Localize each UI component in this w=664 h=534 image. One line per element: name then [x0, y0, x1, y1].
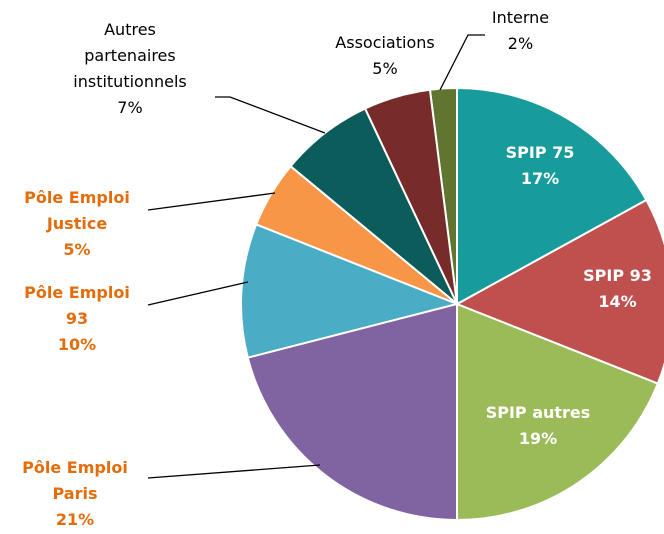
value-label: 2%	[507, 34, 534, 53]
leader-line	[215, 96, 326, 134]
value-label: 10%	[57, 335, 97, 354]
slice-label: Associations 5%	[325, 30, 445, 82]
value-label: 19%	[518, 429, 558, 448]
value-label: 21%	[55, 510, 95, 529]
slice-label: Pôle Emploi Paris 21%	[5, 455, 145, 533]
leader-line	[147, 464, 321, 479]
category-label: Associations	[335, 33, 435, 52]
slice-label: SPIP 75 17%	[480, 140, 600, 192]
category-label: SPIP autres	[485, 403, 591, 422]
pie-slice	[246, 302, 458, 522]
slice-label: Autres partenaires institutionnels 7%	[65, 17, 195, 121]
category-label: SPIP 75	[505, 143, 575, 162]
pie-slice	[456, 86, 648, 306]
value-label: 7%	[117, 98, 143, 117]
value-label: 5%	[372, 59, 398, 78]
category-label: Pôle Emploi Justice	[24, 188, 130, 233]
slice-label: Pôle Emploi 93 10%	[22, 280, 132, 358]
pie-slice	[240, 223, 461, 359]
category-label: Pôle Emploi Paris	[22, 458, 128, 503]
leader-line	[147, 281, 249, 306]
slice-label: Pôle Emploi Justice 5%	[22, 185, 132, 263]
category-label: Interne	[491, 8, 550, 27]
leader-line	[439, 34, 485, 91]
leader-line	[147, 192, 276, 211]
slice-label: SPIP 93 14%	[560, 263, 664, 315]
slice-label: Interne 2%	[478, 5, 563, 57]
pie-slice	[456, 302, 660, 522]
value-label: 5%	[63, 240, 91, 259]
value-label: 17%	[520, 169, 560, 188]
category-label: SPIP 93	[583, 266, 652, 285]
value-label: 14%	[598, 292, 637, 311]
category-label: Autres partenaires institutionnels	[73, 20, 187, 91]
slice-label: SPIP autres 19%	[468, 400, 608, 452]
pie-slice	[454, 198, 664, 385]
category-label: Pôle Emploi 93	[24, 283, 130, 328]
